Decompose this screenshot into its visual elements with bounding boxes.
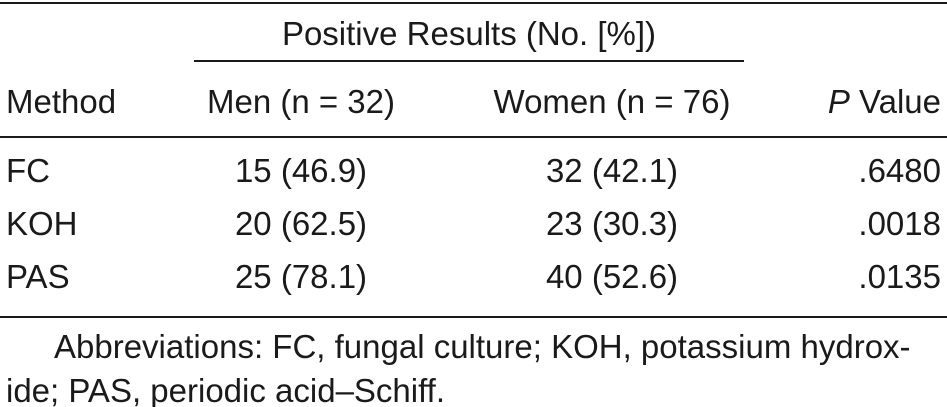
table-footnote: Abbreviations: FC, fungal culture; KOH, … — [6, 325, 941, 407]
footnote-line-1: Abbreviations: FC, fungal culture; KOH, … — [54, 328, 911, 365]
p-value-label: Value — [849, 83, 941, 120]
cell-women: 32 (42.1) — [545, 152, 679, 189]
p-symbol: P — [827, 83, 850, 120]
column-header-p-value: P Value — [828, 82, 941, 122]
cell-p-value: .6480 — [858, 152, 941, 189]
cell-p-value: .0018 — [858, 205, 941, 242]
group-header: Positive Results (No. [%]) — [281, 15, 657, 52]
column-header-men: Men (n = 32) — [206, 83, 395, 120]
cell-method: KOH — [6, 205, 78, 242]
footnote-line-2: ide; PAS, periodic acid–Schiff. — [6, 372, 446, 407]
group-header-rule — [194, 60, 744, 62]
cell-women: 23 (30.3) — [545, 205, 679, 242]
header-rule — [0, 136, 947, 138]
column-header-method: Method — [6, 83, 117, 120]
bottom-rule — [0, 316, 947, 318]
cell-method: FC — [6, 152, 50, 189]
cell-p-value: .0135 — [858, 258, 941, 295]
cell-women: 40 (52.6) — [545, 258, 679, 295]
column-header-women: Women (n = 76) — [493, 83, 731, 120]
top-rule — [0, 2, 947, 4]
cell-men: 25 (78.1) — [234, 258, 368, 295]
cell-method: PAS — [6, 258, 70, 295]
cell-men: 20 (62.5) — [234, 205, 368, 242]
cell-men: 15 (46.9) — [234, 152, 368, 189]
